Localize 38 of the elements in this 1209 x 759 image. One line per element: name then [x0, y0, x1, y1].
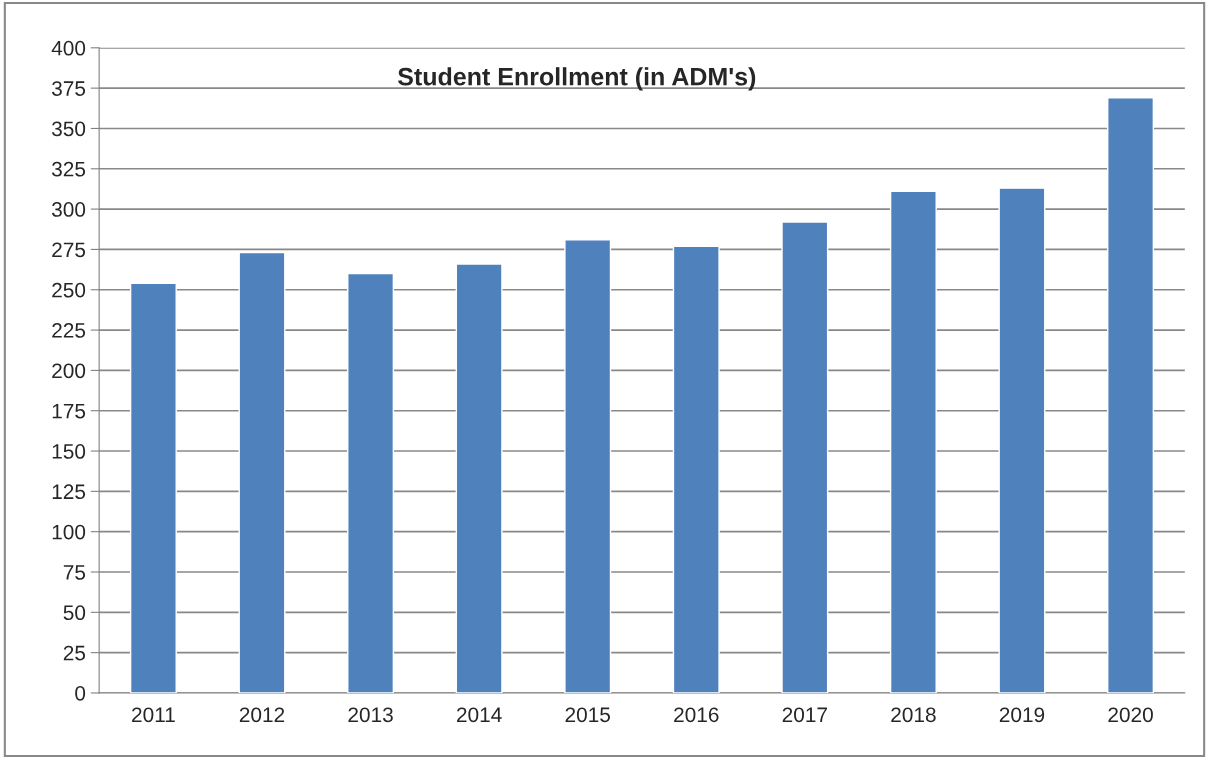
bar	[129, 282, 177, 693]
y-tick-label: 350	[51, 121, 86, 137]
y-tick-label: 75	[63, 565, 86, 580]
y-tick-label: 275	[52, 242, 86, 258]
y-tick-label: 375	[51, 81, 86, 96]
x-tick-label: 2016	[674, 707, 719, 723]
x-tick-label: 2015	[565, 707, 610, 723]
y-tick-label: 175	[52, 403, 86, 419]
text: Student Enrollment (in ADM's)	[397, 67, 756, 91]
y-tick-label: 325	[51, 161, 86, 177]
x-tick-label: 2017	[782, 707, 827, 723]
x-tick-label: 2018	[891, 707, 936, 723]
y-tick-label: 0	[75, 685, 86, 701]
y-tick-label: 200	[52, 363, 86, 379]
bar	[672, 245, 720, 693]
x-tick-label: 2020	[1108, 707, 1153, 723]
bar	[238, 251, 286, 693]
y-tick-label: 50	[63, 605, 86, 621]
x-tick-label: 2013	[348, 707, 393, 723]
bar	[455, 263, 503, 693]
bar	[998, 187, 1046, 693]
bar	[781, 221, 829, 693]
x-tick-label: 2011	[132, 707, 175, 723]
y-tick-label: 250	[52, 282, 86, 298]
y-tick-label: 300	[51, 202, 86, 217]
y-tick-label: 400	[51, 40, 86, 56]
bar	[889, 190, 937, 693]
bar	[1107, 97, 1155, 693]
y-tick-label: 150	[52, 444, 86, 459]
x-tick-label: 2014	[457, 707, 502, 723]
x-tick-label: 2019	[999, 707, 1045, 723]
y-tick-label: 225	[52, 323, 86, 338]
y-tick-label: 100	[52, 524, 86, 540]
x-tick-label: 2012	[239, 707, 285, 723]
bar	[564, 239, 612, 693]
y-tick-label: 125	[52, 484, 86, 500]
y-tick-label: 25	[63, 645, 86, 661]
bar	[347, 272, 395, 693]
